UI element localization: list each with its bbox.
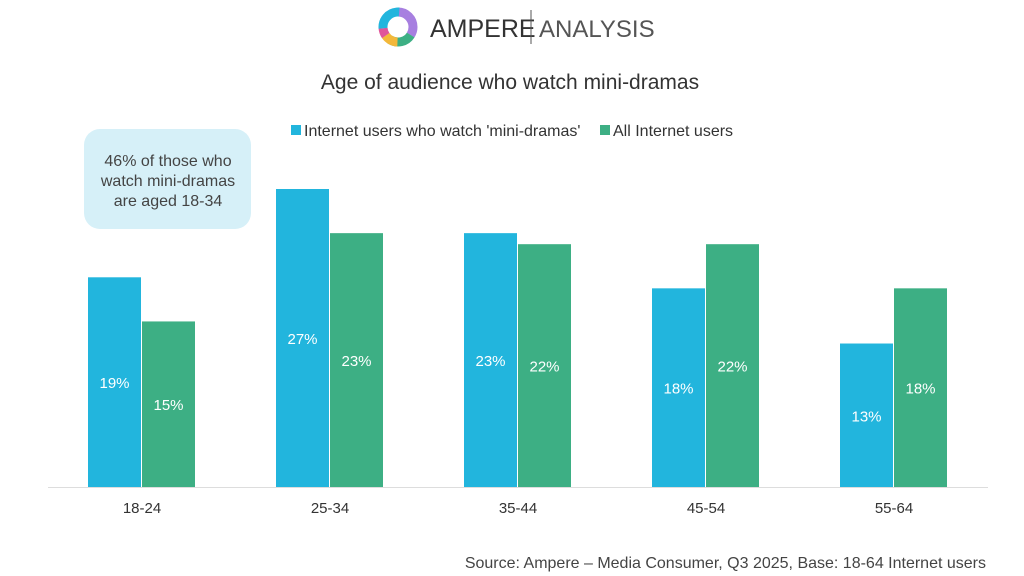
bar-25-34-1	[330, 233, 383, 487]
x-tick-label: 55-64	[875, 500, 913, 517]
data-label: 13%	[851, 408, 881, 425]
data-label: 22%	[529, 359, 559, 376]
bar-18-24-1	[142, 321, 195, 487]
logo: AMPERE ANALYSIS	[378, 7, 655, 47]
bar-18-24-0	[88, 277, 141, 487]
logo-ring-icon	[378, 7, 418, 47]
data-label: 23%	[475, 353, 505, 370]
chart-title: Age of audience who watch mini-dramas	[321, 71, 699, 94]
data-label: 19%	[99, 375, 129, 392]
annotation-line-0: 46% of those who	[104, 153, 231, 170]
x-tick-label: 35-44	[499, 500, 537, 517]
data-label: 18%	[663, 381, 693, 398]
annotation-line-2: are aged 18-34	[114, 193, 223, 210]
bar-55-64-0	[840, 343, 893, 487]
legend-swatch-1	[600, 125, 610, 135]
x-tick-label: 45-54	[687, 500, 725, 517]
data-label: 15%	[153, 397, 183, 414]
x-tick-label: 18-24	[123, 500, 161, 517]
legend-swatch-0	[291, 125, 301, 135]
bar-35-44-1	[518, 244, 571, 487]
x-tick-label: 25-34	[311, 500, 349, 517]
annotation: 46% of those who watch mini-dramas are a…	[84, 129, 251, 229]
legend: Internet users who watch 'mini-dramas' A…	[291, 123, 733, 140]
logo-suffix: ANALYSIS	[539, 16, 655, 43]
legend-label-1: All Internet users	[613, 123, 733, 140]
bar-45-54-0	[652, 288, 705, 487]
source-note: Source: Ampere – Media Consumer, Q3 2025…	[465, 555, 986, 572]
data-label: 23%	[341, 353, 371, 370]
legend-label-0: Internet users who watch 'mini-dramas'	[304, 123, 580, 140]
annotation-box	[84, 129, 251, 229]
logo-brand: AMPERE	[430, 15, 536, 43]
annotation-line-1: watch mini-dramas	[100, 173, 235, 190]
bars: 19% 15% 18-24 27% 23% 25-34 23% 22% 35-44 18% 22% 4…	[88, 189, 947, 517]
data-label: 27%	[287, 331, 317, 348]
bar-25-34-0	[276, 189, 329, 487]
bar-45-54-1	[706, 244, 759, 487]
bar-55-64-1	[894, 288, 947, 487]
data-label: 22%	[717, 359, 747, 376]
bar-35-44-0	[464, 233, 517, 487]
data-label: 18%	[905, 381, 935, 398]
